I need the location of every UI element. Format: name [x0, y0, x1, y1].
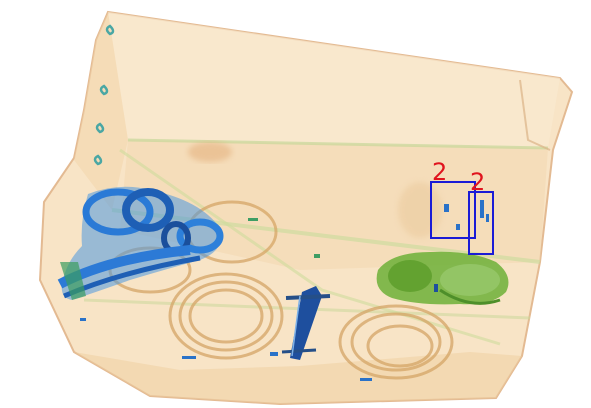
zipper-teeth [93, 24, 115, 166]
cable-coils [108, 200, 454, 380]
metal-bar [281, 286, 331, 360]
detection-label-2: 2 [470, 168, 485, 196]
detection-box-2: 2 [468, 168, 494, 255]
metal-object [57, 186, 224, 300]
metal-specks [80, 200, 489, 381]
detection-label-1: 2 [432, 158, 447, 186]
green-object [376, 251, 509, 305]
detection-box-1: 2 [430, 158, 476, 239]
